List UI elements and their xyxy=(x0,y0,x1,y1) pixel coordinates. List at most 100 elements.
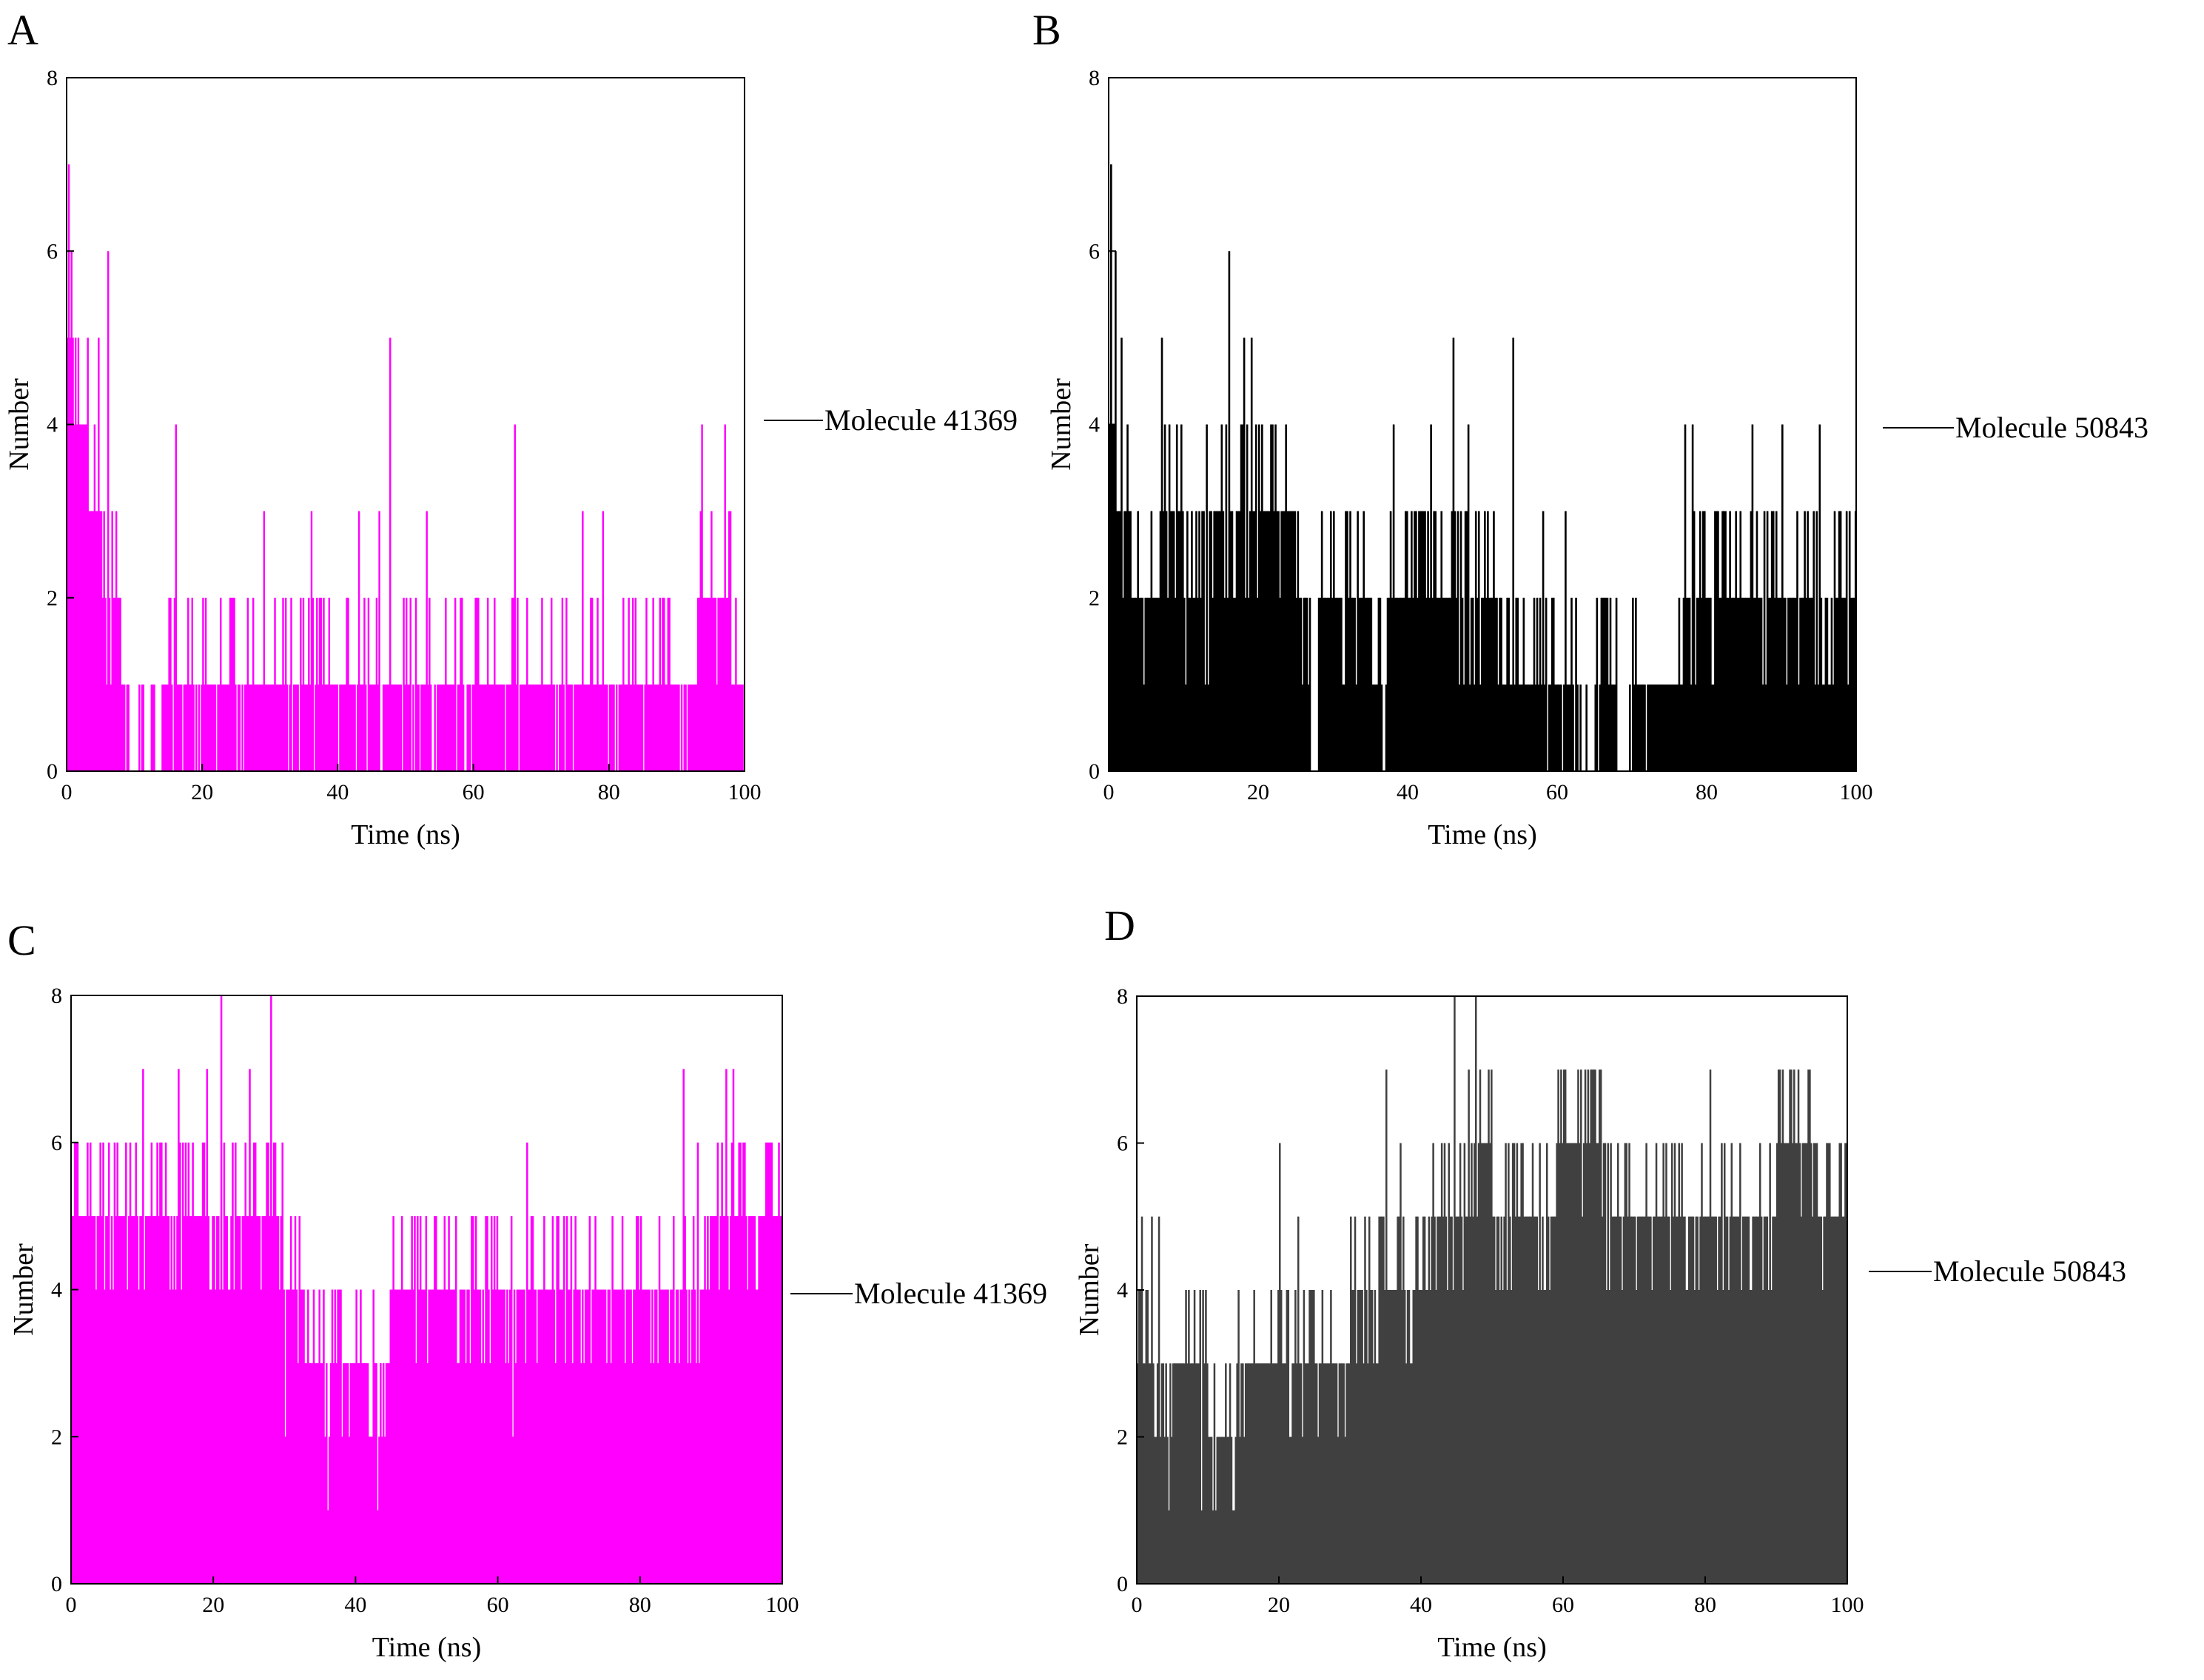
bar xyxy=(284,1437,286,1584)
bar xyxy=(85,424,88,771)
bar xyxy=(423,1289,426,1584)
x-tick-label: 100 xyxy=(1831,1593,1864,1617)
bar xyxy=(598,684,600,772)
bar xyxy=(240,1289,243,1584)
x-tick-label: 60 xyxy=(463,780,485,804)
bar xyxy=(192,1142,194,1584)
bar xyxy=(1352,597,1354,771)
bar xyxy=(1279,1143,1281,1584)
bar xyxy=(745,1216,747,1585)
bar xyxy=(402,1289,405,1584)
bar xyxy=(735,1216,738,1585)
bar xyxy=(1246,424,1249,771)
bar xyxy=(1633,1216,1635,1584)
bar xyxy=(1163,424,1166,771)
bar xyxy=(149,1216,152,1585)
bar xyxy=(577,1289,579,1584)
bar xyxy=(1789,1069,1791,1584)
bar xyxy=(1701,511,1704,772)
bar xyxy=(1618,1216,1621,1584)
bar xyxy=(1301,1437,1304,1584)
bar xyxy=(582,1363,585,1585)
bar xyxy=(1525,1216,1527,1584)
bar xyxy=(184,1142,187,1584)
bar xyxy=(1741,1290,1743,1584)
bar xyxy=(1493,511,1495,772)
bar xyxy=(708,597,710,771)
bar xyxy=(312,597,315,771)
bar xyxy=(1239,1437,1241,1584)
bar xyxy=(732,1069,735,1585)
bar xyxy=(1374,1290,1377,1584)
bar xyxy=(320,1363,322,1585)
bar xyxy=(1414,1290,1416,1584)
bar xyxy=(500,684,503,772)
bar xyxy=(535,684,538,772)
y-tick-label: 2 xyxy=(47,586,58,611)
bar xyxy=(320,597,323,771)
bar xyxy=(662,597,664,771)
bar xyxy=(360,684,363,772)
bar xyxy=(1685,597,1688,771)
bar xyxy=(765,1142,767,1584)
bar xyxy=(264,684,266,772)
bar xyxy=(228,684,230,772)
bar xyxy=(607,1289,610,1584)
bar xyxy=(692,1216,695,1585)
bar xyxy=(1306,597,1308,771)
bar xyxy=(380,1363,382,1585)
bar xyxy=(315,1363,318,1585)
bar xyxy=(1385,1069,1388,1584)
bar xyxy=(1602,597,1605,771)
bar xyxy=(105,1216,107,1585)
bar xyxy=(426,511,428,772)
bar xyxy=(1756,511,1758,772)
bar xyxy=(1339,597,1341,771)
bar xyxy=(1202,1290,1204,1584)
bar xyxy=(1769,1143,1771,1584)
bar xyxy=(1203,1363,1206,1584)
bar xyxy=(1281,1363,1284,1584)
bar xyxy=(417,1216,419,1585)
bar xyxy=(152,1216,155,1585)
bar xyxy=(337,1289,339,1584)
bar xyxy=(169,1289,172,1584)
bar xyxy=(347,597,349,771)
bar xyxy=(127,684,130,772)
bar xyxy=(1521,684,1524,772)
bar xyxy=(1195,511,1197,772)
bar xyxy=(1606,597,1609,771)
bar xyxy=(420,684,423,772)
bar xyxy=(122,684,124,772)
bar xyxy=(1232,1510,1234,1584)
y-axis-label-c: Number xyxy=(8,1243,39,1336)
y-tick-label: 6 xyxy=(1117,1132,1128,1156)
bar xyxy=(400,1216,403,1585)
bar xyxy=(374,1363,376,1585)
bar xyxy=(1297,511,1300,772)
bar xyxy=(1545,1290,1547,1584)
bar xyxy=(716,684,718,772)
bar xyxy=(300,684,303,772)
bar xyxy=(1747,597,1750,771)
bar xyxy=(343,1363,345,1585)
bar xyxy=(1355,1363,1358,1584)
bar xyxy=(1625,1143,1627,1584)
bar xyxy=(545,1289,548,1584)
bar xyxy=(1143,1363,1146,1584)
bar xyxy=(601,1289,604,1584)
bar xyxy=(95,1289,98,1584)
bar xyxy=(447,684,450,772)
bar xyxy=(229,1289,231,1584)
bar xyxy=(75,424,78,771)
bar xyxy=(218,1289,221,1584)
bar xyxy=(292,684,295,772)
bar xyxy=(1422,1216,1425,1584)
bar xyxy=(1222,1437,1224,1584)
bar xyxy=(1222,511,1225,772)
bar xyxy=(1730,597,1733,771)
bar xyxy=(1212,597,1214,771)
bar xyxy=(432,1289,434,1584)
bar xyxy=(1533,597,1536,771)
bar xyxy=(1553,684,1556,772)
